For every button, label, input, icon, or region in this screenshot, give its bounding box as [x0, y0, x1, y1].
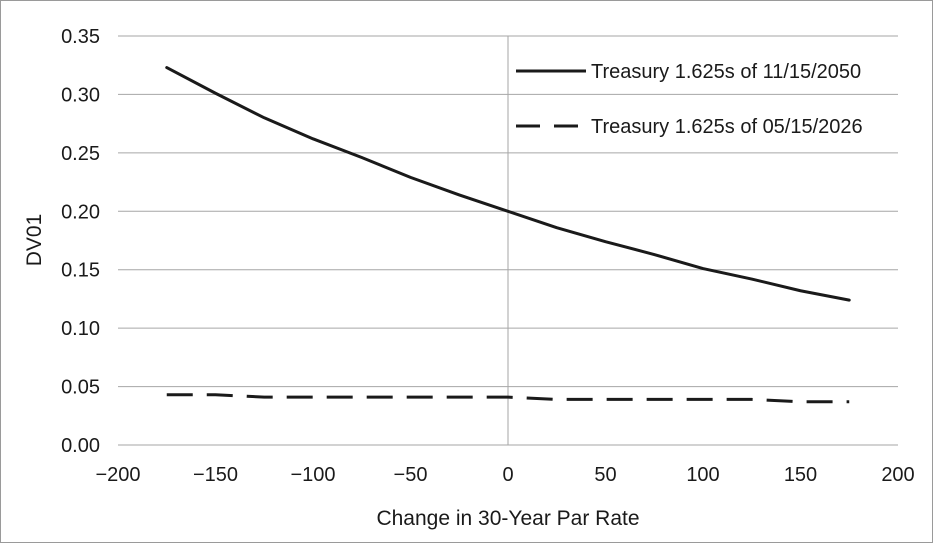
x-tick-label: 150	[784, 464, 817, 486]
y-tick-label: 0.05	[61, 377, 100, 399]
y-tick-label: 0.00	[61, 435, 100, 457]
axes: 0.00 0.05 0.10 0.15 0.20 0.25 0.30 0.35 −200 −150…	[61, 26, 915, 486]
series-line-solid	[165, 66, 851, 302]
x-tick-label: 0	[502, 464, 513, 486]
x-tick-label: 200	[881, 464, 914, 486]
x-tick-label: 50	[594, 464, 616, 486]
y-tick-label: 0.20	[61, 201, 100, 223]
x-tick-label: −50	[394, 464, 428, 486]
y-tick-label: 0.10	[61, 318, 100, 340]
y-tick-label: 0.15	[61, 260, 100, 282]
x-tick-label: −150	[193, 464, 238, 486]
legend-label: Treasury 1.625s of 05/15/2026	[591, 116, 863, 138]
y-tick-label: 0.35	[61, 26, 100, 48]
gridlines	[118, 35, 898, 446]
y-tick-label: 0.30	[61, 84, 100, 106]
x-tick-label: −200	[95, 464, 140, 486]
series-line-dashed	[166, 393, 850, 404]
y-tick-label: 0.25	[61, 143, 100, 165]
x-tick-label: −100	[290, 464, 335, 486]
x-tick-label: 100	[686, 464, 719, 486]
data-series	[165, 66, 851, 404]
legend: Treasury 1.625s of 11/15/2050 Treasury 1.…	[516, 61, 863, 138]
y-axis-title: DV01	[23, 214, 46, 267]
legend-label: Treasury 1.625s of 11/15/2050	[591, 61, 861, 83]
x-axis-title: Change in 30-Year Par Rate	[376, 507, 639, 530]
